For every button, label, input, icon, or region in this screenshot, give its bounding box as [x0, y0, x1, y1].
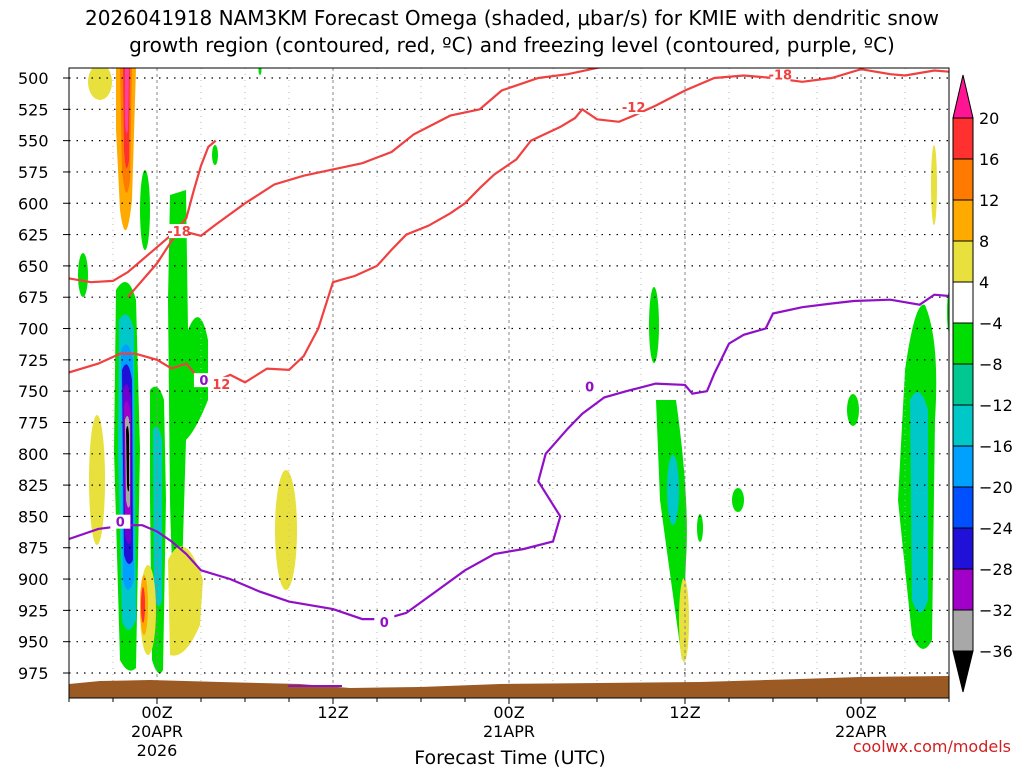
- contour-label-bg: [193, 373, 214, 388]
- x-axis-title: Forecast Time (UTC): [414, 747, 605, 768]
- y-tick-label: 975: [18, 664, 49, 683]
- colorbar-label: 4: [979, 273, 989, 292]
- colorbar-segment: [952, 240, 974, 283]
- y-tick-label: 675: [18, 288, 49, 307]
- contour-label-bg: [623, 100, 644, 115]
- colorbar-label: −36: [979, 642, 1013, 661]
- colorbar-label: −16: [979, 437, 1013, 456]
- colorbar-segment: [952, 609, 974, 652]
- colorbar-segment: [952, 158, 974, 201]
- colorbar: 20 16 12 8 4 −4 −8 −12 −16 −20 −24 −28 −32 −36: [952, 74, 1013, 693]
- contour-label: 0: [380, 616, 389, 631]
- y-tick-label: 525: [18, 100, 49, 119]
- y-tick-label: 800: [18, 445, 49, 464]
- colorbar-label: 12: [979, 191, 999, 210]
- y-tick-label: 850: [18, 507, 49, 526]
- colorbar-label: 16: [979, 150, 999, 169]
- y-tick-label: 650: [18, 257, 49, 276]
- contour-label: -12: [622, 101, 646, 116]
- brand-label: coolwx.com/models: [853, 737, 1011, 756]
- colorbar-label: 8: [979, 232, 989, 251]
- colorbar-label: −4: [979, 314, 1003, 333]
- y-tick-label: 825: [18, 476, 49, 495]
- y-tick-label: 725: [18, 351, 49, 370]
- colorbar-segment: [952, 322, 974, 365]
- contour-label-bg: [169, 224, 189, 239]
- y-tick-label: 750: [18, 382, 49, 401]
- omega-shading: [78, 68, 949, 674]
- contour-label: -18: [167, 225, 191, 240]
- colorbar-segment: [952, 281, 974, 324]
- contour-0: [69, 293, 949, 621]
- colorbar-label: −20: [979, 478, 1013, 497]
- colorbar-top-arrow: [952, 74, 974, 119]
- chart-title-line2: growth region (contoured, red, ºC) and f…: [129, 33, 895, 57]
- colorbar-label: −12: [979, 396, 1013, 415]
- x-tick-label: 12Z: [317, 703, 348, 722]
- x-tick-label: 00Z: [493, 703, 524, 722]
- colorbar-label: −28: [979, 560, 1013, 579]
- y-tick-label: 625: [18, 226, 49, 245]
- y-tick-label: 500: [18, 69, 49, 88]
- y-tick-label: 700: [18, 320, 49, 339]
- x-tick-label: 22APR: [835, 722, 887, 741]
- y-tick-label: 600: [18, 194, 49, 213]
- colorbar-segment: [952, 486, 974, 529]
- contour-label-bg: [579, 379, 600, 394]
- colorbar-label: −24: [979, 519, 1013, 538]
- x-tick-label: 2026: [137, 741, 178, 760]
- colorbar-bottom-arrow: [952, 650, 974, 693]
- y-tick-label: 550: [18, 132, 49, 151]
- contour-label: 0: [585, 380, 594, 395]
- y-tick-label: 875: [18, 539, 49, 558]
- contour-label: -18: [769, 68, 793, 83]
- colorbar-segment: [952, 117, 974, 160]
- contour-label-bg: [110, 514, 131, 529]
- colorbar-segment: [952, 404, 974, 447]
- x-tick-label: 21APR: [483, 722, 535, 741]
- y-tick-label: 925: [18, 601, 49, 620]
- contour-label-bg: [770, 68, 791, 82]
- colorbar-segment: [952, 199, 974, 242]
- x-tick-label: 20APR: [131, 722, 183, 741]
- colorbar-label: 20: [979, 109, 999, 128]
- colorbar-label: −8: [979, 355, 1003, 374]
- x-tick-label: 12Z: [669, 703, 700, 722]
- contour-label-bg: [374, 614, 395, 629]
- y-tick-label: 575: [18, 163, 49, 182]
- x-tick-label: 00Z: [141, 703, 172, 722]
- y-tick-label: 950: [18, 633, 49, 652]
- colorbar-segment: [952, 445, 974, 488]
- y-tick-label: 775: [18, 413, 49, 432]
- x-tick-label: 00Z: [845, 703, 876, 722]
- terrain-surface: [69, 676, 949, 698]
- contour-label: 0: [199, 374, 208, 389]
- y-axis: 500 525 550 575 600 625 650 675 700 725 750 775 800 8…: [18, 69, 69, 683]
- y-tick-label: 900: [18, 570, 49, 589]
- contour-label: 0: [116, 516, 125, 531]
- chart-title-line1: 2026041918 NAM3KM Forecast Omega (shaded…: [85, 6, 939, 30]
- colorbar-segment: [952, 568, 974, 611]
- vertical-gridlines: [69, 68, 949, 698]
- colorbar-segment: [952, 527, 974, 570]
- colorbar-segment: [952, 363, 974, 406]
- colorbar-label: −32: [979, 601, 1013, 620]
- contour--18: [126, 68, 603, 298]
